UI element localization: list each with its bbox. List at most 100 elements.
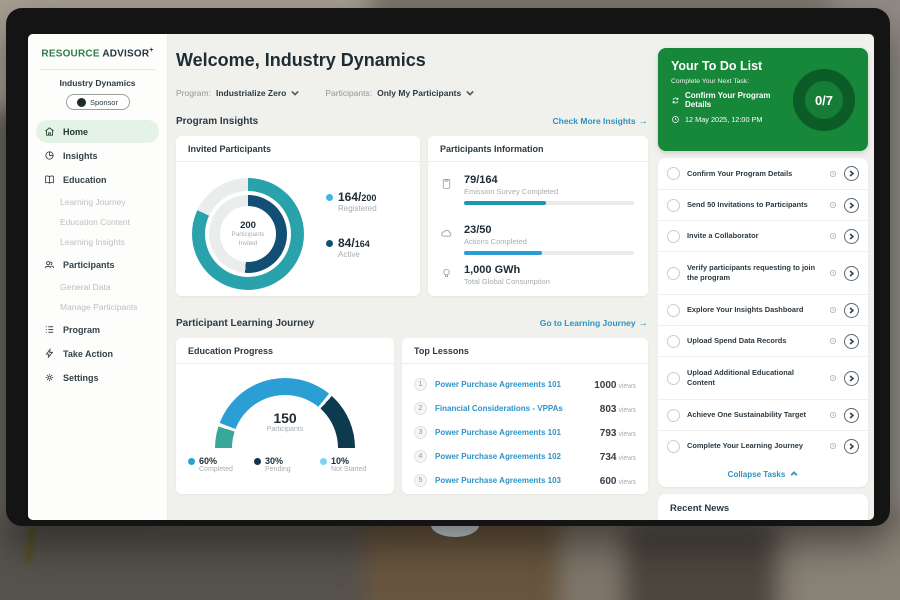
task-open-button[interactable] bbox=[844, 265, 859, 281]
go-to-learning-journey-link[interactable]: Go to Learning Journey → bbox=[539, 318, 648, 329]
task-row-sustainability-target[interactable]: Achieve One Sustainability Target bbox=[658, 399, 868, 430]
todo-subtitle: Complete Your Next Task: bbox=[671, 78, 750, 85]
invited-participants-donut: 200 Participants Invited bbox=[192, 178, 304, 290]
collapse-tasks-link[interactable]: Collapse Tasks bbox=[658, 461, 868, 487]
pending-dot bbox=[254, 457, 261, 465]
task-checkbox[interactable] bbox=[667, 167, 680, 180]
chevron-right-icon bbox=[849, 374, 855, 382]
task-checkbox[interactable] bbox=[667, 198, 680, 212]
lesson-row: 2 Financial Considerations - VPPAs 803 vi… bbox=[414, 396, 636, 420]
task-open-button[interactable] bbox=[844, 333, 859, 349]
gauge-legend: 60% Completed 30% Pending 10% Not Starte… bbox=[188, 456, 386, 473]
filters-row: Program: Industrialize Zero Participants… bbox=[176, 88, 474, 98]
chevron-right-icon bbox=[849, 201, 855, 209]
clock-icon bbox=[830, 270, 836, 276]
task-open-button[interactable] bbox=[844, 438, 859, 454]
task-open-button[interactable] bbox=[844, 370, 859, 386]
sidebar-item-take-action[interactable]: Take Action bbox=[36, 342, 159, 365]
sidebar-item-program[interactable]: Program bbox=[36, 318, 159, 341]
dashboard-screen: RESOURCE ADVISOR+ Industry Dynamics Spon… bbox=[28, 34, 874, 520]
task-row-confirm-program[interactable]: Confirm Your Program Details bbox=[658, 158, 868, 189]
sidebar-item-participants[interactable]: Participants bbox=[36, 253, 159, 276]
participants-filter[interactable]: Participants: Only My Participants bbox=[325, 88, 474, 98]
lesson-link[interactable]: Power Purchase Agreements 103 bbox=[435, 475, 561, 485]
lesson-row: 5 Power Purchase Agreements 103 600 views bbox=[414, 468, 636, 492]
task-checkbox[interactable] bbox=[667, 303, 680, 317]
todo-title: Your To Do List bbox=[671, 59, 763, 73]
task-row-send-invitations[interactable]: Send 50 Invitations to Participants bbox=[658, 189, 868, 220]
todo-next-task[interactable]: Confirm Your Program Details bbox=[671, 91, 796, 109]
logo-secondary: ADVISOR bbox=[102, 48, 150, 60]
chevron-down-icon bbox=[291, 90, 300, 96]
task-checkbox[interactable] bbox=[667, 439, 680, 453]
rank-badge: 1 bbox=[414, 377, 427, 391]
clipboard-icon bbox=[442, 179, 451, 189]
sidebar-item-learning-journey[interactable]: Learning Journey bbox=[60, 197, 126, 208]
completed-dot bbox=[188, 457, 195, 465]
task-open-button[interactable] bbox=[844, 166, 859, 181]
sidebar-item-home[interactable]: Home bbox=[36, 120, 159, 144]
clock-icon bbox=[672, 116, 679, 123]
chevron-down-icon bbox=[466, 90, 474, 96]
task-open-button[interactable] bbox=[844, 302, 859, 318]
education-progress-gauge bbox=[215, 378, 355, 448]
sidebar-item-learning-insights[interactable]: Learning Insights bbox=[60, 237, 125, 248]
todo-due-time: 12 May 2025, 12:00 PM bbox=[671, 115, 796, 124]
recent-news-title: Recent News bbox=[658, 494, 868, 520]
sidebar-item-manage-participants[interactable]: Manage Participants bbox=[60, 302, 138, 313]
registered-dot bbox=[326, 193, 333, 201]
task-row-complete-learning-journey[interactable]: Complete Your Learning Journey bbox=[658, 430, 868, 461]
task-open-button[interactable] bbox=[844, 228, 859, 244]
lesson-link[interactable]: Financial Considerations - VPPAs bbox=[435, 403, 563, 413]
sidebar-item-settings[interactable]: Settings bbox=[36, 366, 159, 389]
sidebar-item-general-data[interactable]: General Data bbox=[60, 282, 111, 293]
action-icon bbox=[45, 348, 54, 359]
task-checkbox[interactable] bbox=[667, 334, 680, 348]
sidebar-item-insights[interactable]: Insights bbox=[36, 144, 159, 167]
lesson-link[interactable]: Power Purchase Agreements 102 bbox=[435, 451, 561, 461]
education-progress-card: Education Progress 150 Participants 60% … bbox=[176, 338, 394, 494]
task-checkbox[interactable] bbox=[667, 229, 680, 243]
clock-icon bbox=[830, 375, 836, 381]
chevron-up-icon bbox=[790, 471, 798, 476]
task-row-explore-insights[interactable]: Explore Your Insights Dashboard bbox=[658, 294, 868, 325]
card-title: Education Progress bbox=[176, 338, 394, 364]
sponsor-badge-label: Sponsor bbox=[90, 97, 118, 107]
clock-icon bbox=[830, 170, 836, 177]
task-checkbox[interactable] bbox=[667, 371, 680, 385]
metric-actions-completed: 23/50 Actions Completed bbox=[440, 224, 634, 255]
metric-global-consumption: 1,000 GWh Total Global Consumption bbox=[440, 264, 634, 286]
active-dot bbox=[326, 239, 333, 247]
lesson-link[interactable]: Power Purchase Agreements 101 bbox=[435, 379, 561, 389]
insights-icon bbox=[45, 151, 54, 160]
program-filter[interactable]: Program: Industrialize Zero bbox=[176, 88, 300, 98]
logo-plus: + bbox=[149, 47, 154, 54]
legend-registered: 164/200 Registered bbox=[326, 190, 377, 213]
task-row-invite-collaborator[interactable]: Invite a Collaborator bbox=[658, 220, 868, 251]
arrow-right-icon: → bbox=[638, 116, 648, 127]
clock-icon bbox=[830, 443, 836, 449]
task-checkbox[interactable] bbox=[667, 266, 680, 280]
gauge-center-label: 150 Participants bbox=[266, 410, 304, 433]
card-title: Top Lessons bbox=[402, 338, 648, 364]
task-open-button[interactable] bbox=[844, 197, 859, 213]
task-checkbox[interactable] bbox=[667, 408, 680, 422]
app-logo: RESOURCE ADVISOR+ bbox=[38, 47, 157, 59]
sponsor-badge[interactable]: Sponsor bbox=[65, 94, 130, 111]
task-row-upload-spend-data[interactable]: Upload Spend Data Records bbox=[658, 325, 868, 356]
lesson-link[interactable]: Power Purchase Agreements 101 bbox=[435, 427, 561, 437]
sponsor-badge-icon bbox=[77, 97, 87, 107]
task-open-button[interactable] bbox=[844, 407, 859, 423]
sidebar-item-education-content[interactable]: Education Content bbox=[60, 217, 130, 228]
chevron-right-icon bbox=[849, 269, 855, 277]
card-title: Participants Information bbox=[428, 136, 648, 162]
top-lessons-card: Top Lessons 1 Power Purchase Agreements … bbox=[402, 338, 648, 494]
invited-participants-card: Invited Participants 200 Participants In… bbox=[176, 136, 420, 296]
logo-primary: RESOURCE bbox=[41, 48, 100, 60]
sync-icon bbox=[672, 97, 679, 103]
todo-counter: 0/7 bbox=[814, 92, 834, 108]
task-row-upload-educational-content[interactable]: Upload Additional Educational Content bbox=[658, 356, 868, 399]
sidebar-item-education[interactable]: Education bbox=[36, 168, 159, 191]
check-more-insights-link[interactable]: Check More Insights → bbox=[552, 116, 648, 127]
task-row-verify-participants[interactable]: Verify participants requesting to join t… bbox=[658, 251, 868, 294]
